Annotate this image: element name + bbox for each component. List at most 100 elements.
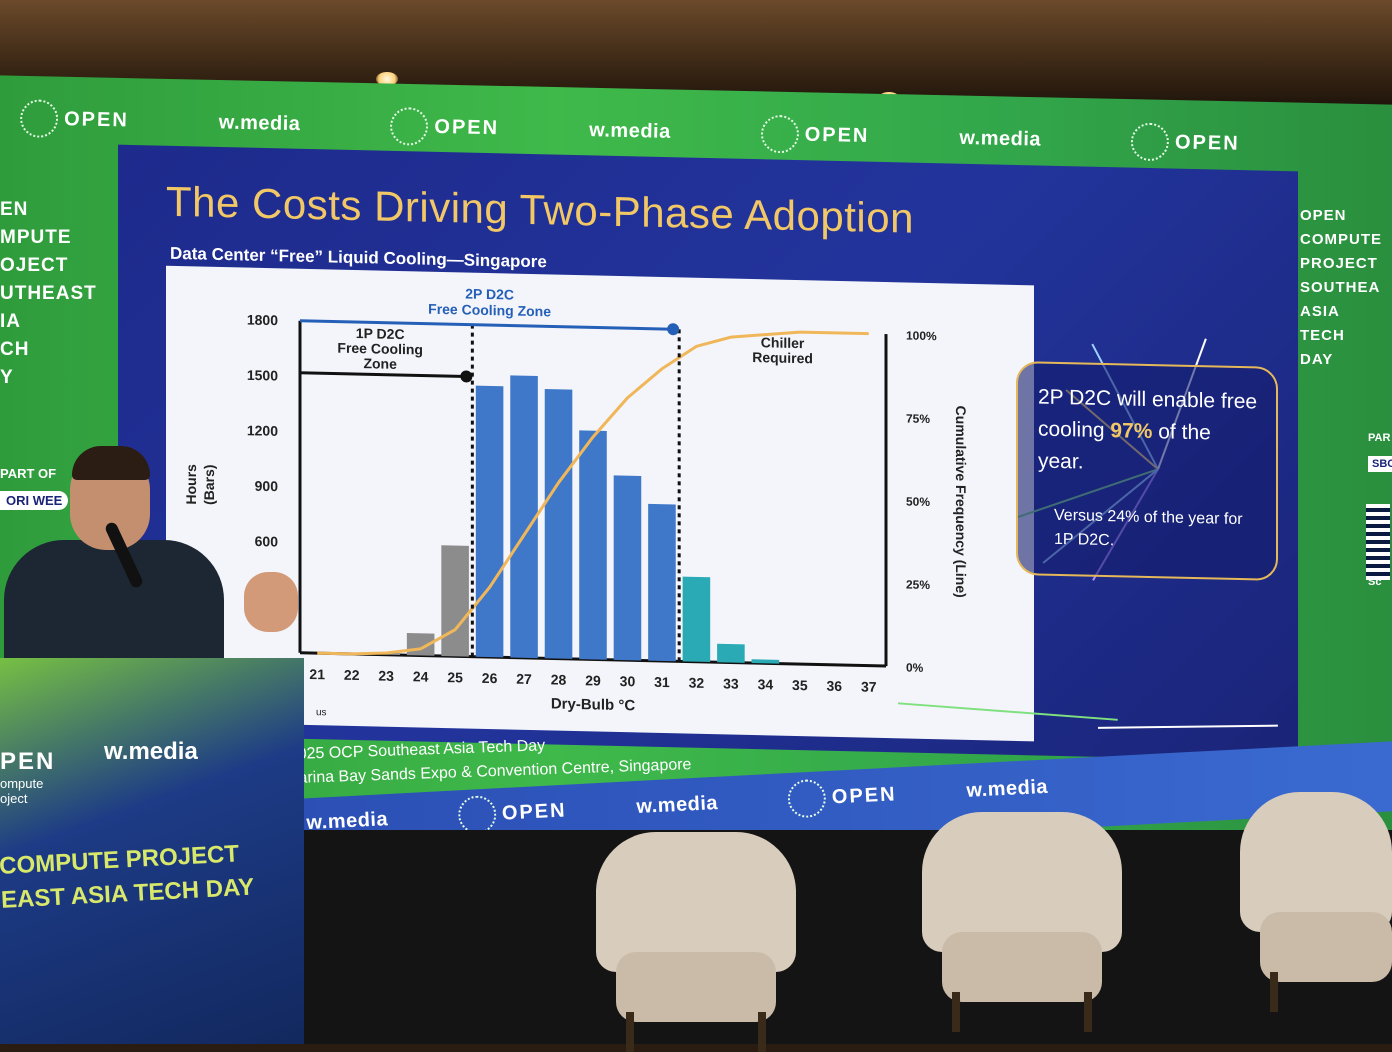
right-small: PAR SBOR Sc [1368, 432, 1392, 588]
stage-chair [596, 832, 796, 1052]
open-compute-logo: OPEN [457, 791, 568, 835]
slide-title: The Costs Driving Two-Phase Adoption [166, 177, 914, 242]
open-compute-icon [787, 778, 827, 819]
x-tick-30: 30 [620, 673, 636, 689]
cumulative-line [317, 330, 869, 656]
y2-tick-100pct: 100% [906, 328, 937, 343]
x-tick-27: 27 [516, 671, 532, 687]
chair-seat [942, 932, 1102, 1002]
open-compute-logo: OPEN [19, 99, 130, 139]
zone-1p-label: Zone [363, 355, 397, 372]
podium-open-sub: oject [0, 791, 28, 806]
open-label: OPEN [63, 107, 130, 132]
part-of-label: PAR [1368, 432, 1391, 444]
wmedia-logo: w.media [959, 126, 1041, 151]
bar-34 [751, 659, 780, 664]
bar-27 [510, 375, 538, 659]
x-tick-21: 21 [309, 666, 325, 682]
y-axis-label-unit: (Bars) [201, 464, 217, 505]
side-line: PROJECT [1300, 255, 1378, 272]
wmedia-label: w.media [959, 126, 1042, 151]
speaker-hair [72, 446, 150, 480]
podium-heading: COMPUTE PROJECT EAST ASIA TECH DAY [0, 834, 302, 918]
bar-33 [717, 643, 745, 663]
open-label: OPEN [434, 115, 500, 139]
chair-leg [1270, 972, 1278, 1012]
y-tick-1200: 1200 [247, 422, 278, 439]
x-tick-33: 33 [723, 675, 739, 691]
bar-26 [475, 385, 504, 658]
zone-1p-span [300, 371, 467, 379]
side-line: ASIA [1300, 303, 1340, 320]
part-of-label: PART OF [0, 466, 57, 481]
bar-28 [544, 389, 573, 659]
bar-31 [648, 503, 676, 662]
side-line: TECH [1300, 327, 1345, 344]
wmedia-logo: w.media [589, 119, 671, 144]
chair-back [1240, 792, 1392, 932]
side-line: OPEN [1300, 207, 1347, 224]
callout-box: 2P D2C will enable free cooling 97% of t… [1016, 360, 1278, 581]
y2-axis-label: Cumulative Frequency (Line) [953, 405, 969, 597]
bar-30 [613, 475, 642, 661]
callout-highlight: 97% [1110, 419, 1153, 444]
side-line: EN [0, 199, 29, 220]
zone-2p-span [300, 319, 674, 331]
x-tick-29: 29 [585, 672, 601, 688]
y-tick-900: 900 [255, 478, 279, 495]
open-label: OPEN [1174, 130, 1240, 155]
side-line: SOUTHEA [1300, 279, 1381, 296]
light-ray [1097, 724, 1278, 729]
x-tick-23: 23 [378, 668, 394, 684]
bar-29 [579, 430, 607, 660]
open-label: OPEN [501, 798, 568, 825]
speaker-hand [244, 572, 298, 632]
partner-label: SBOR [1368, 456, 1392, 472]
chair-leg [758, 1012, 766, 1052]
chart-footer: us [316, 707, 327, 718]
podium-open-label: PEN [0, 748, 56, 775]
wmedia-label: w.media [588, 118, 671, 143]
side-line: DAY [1300, 351, 1334, 368]
open-compute-icon [390, 106, 429, 146]
open-compute-icon [19, 99, 59, 139]
chart-panel: 21 22 23 24 25 26 27 28 29 30 31 32 33 34 35 36 37 600 900… [166, 265, 1034, 742]
zone-2p-label: Free Cooling Zone [428, 301, 551, 320]
x-tick-28: 28 [551, 671, 567, 687]
open-compute-logo: OPEN [760, 114, 870, 155]
open-compute-icon [1130, 122, 1170, 162]
chair-seat [1260, 912, 1392, 982]
stage-chair [1240, 792, 1392, 1012]
y2-tick-0pct: 0% [906, 660, 924, 674]
chiller-label: Chiller [761, 334, 805, 351]
x-tick-31: 31 [654, 674, 670, 690]
wmedia-label: w.media [218, 110, 301, 135]
wmedia-logo: w.media [636, 792, 719, 819]
bar-25 [441, 545, 469, 657]
stage-chair [922, 812, 1122, 1032]
wmedia-label: w.media [635, 791, 719, 818]
y-axis-label: Hours [183, 464, 199, 505]
side-line: OJECT [0, 255, 69, 276]
x-tick-36: 36 [827, 678, 843, 694]
side-line: IA [0, 311, 21, 332]
chair-back [596, 832, 796, 972]
x-tick-22: 22 [344, 667, 360, 683]
stage-floor [300, 830, 1392, 1044]
right-side-text: OPEN COMPUTE PROJECT SOUTHEA ASIA TECH D… [1300, 204, 1382, 372]
podium-open-logo: PEN ompute oject [0, 748, 55, 806]
open-label: OPEN [804, 123, 870, 147]
bar-32 [682, 576, 711, 663]
side-line: UTHEAST [0, 283, 97, 304]
side-line: CH [0, 339, 30, 360]
chair-leg [952, 992, 960, 1032]
x-tick-24: 24 [413, 668, 429, 684]
side-line: MPUTE [0, 227, 72, 248]
wmedia-label: w.media [965, 775, 1049, 802]
x-tick-37: 37 [861, 678, 877, 694]
wmedia-logo: w.media [219, 111, 301, 136]
cooling-chart: 21 22 23 24 25 26 27 28 29 30 31 32 33 34 35 36 37 600 900… [183, 285, 969, 718]
zone-1p-label: Free Cooling [337, 340, 423, 358]
podium-open-sub: ompute [0, 776, 44, 791]
x-axis-label: Dry-Bulb °C [551, 695, 635, 714]
